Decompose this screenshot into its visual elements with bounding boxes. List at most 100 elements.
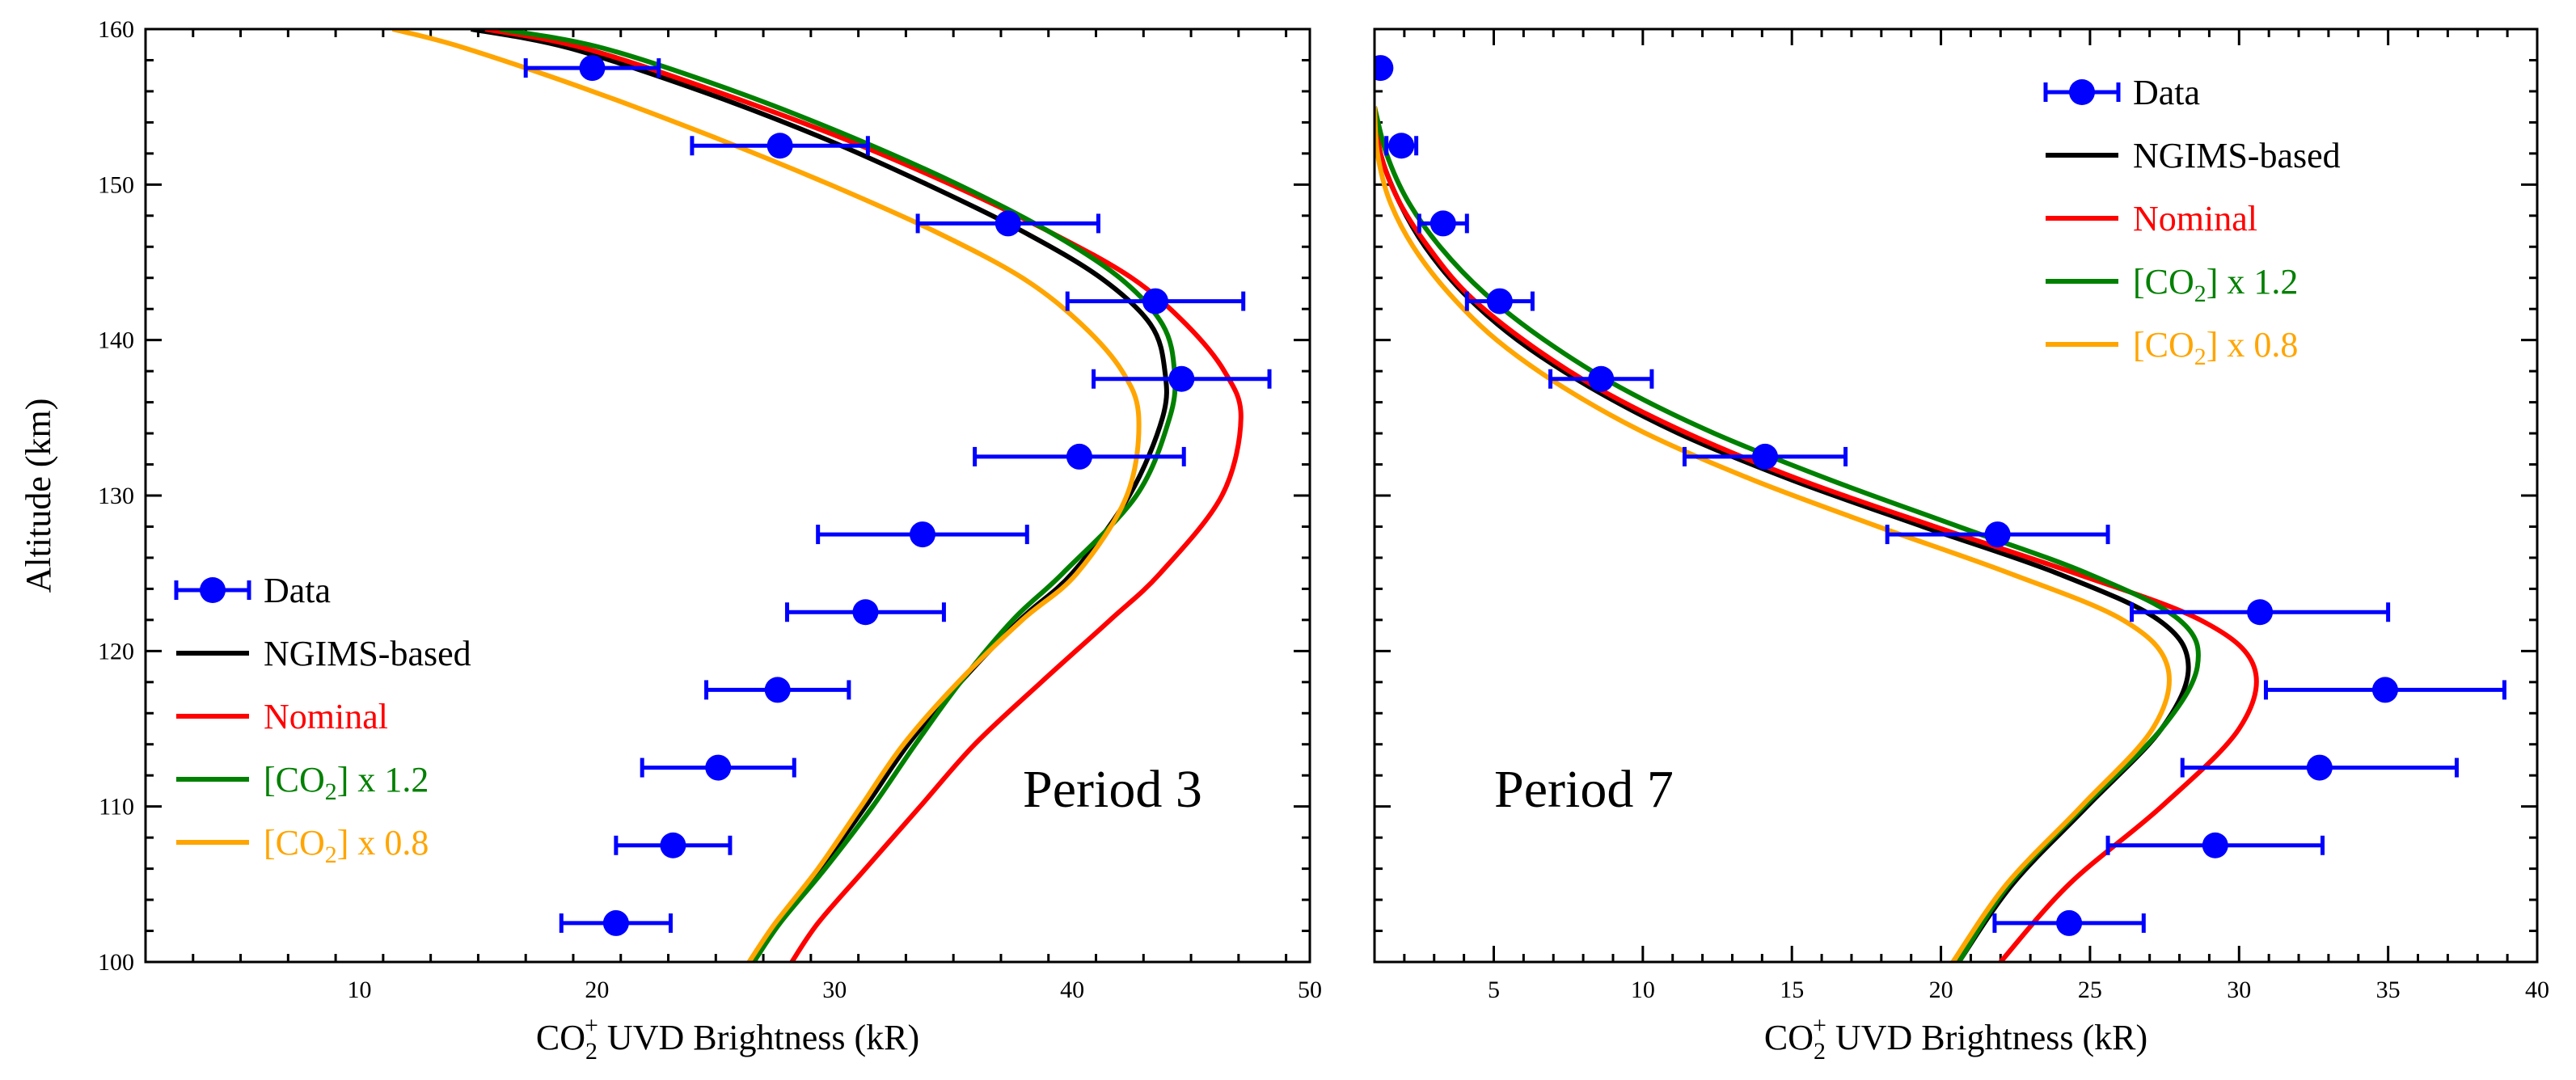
x-axis-title-main: CO xyxy=(536,1018,585,1057)
legend-label-nominal: Nominal xyxy=(2133,199,2257,238)
legend-label-co2-x-0-8: [CO2] x 0.8 xyxy=(2133,325,2298,370)
y-tick-label-100: 100 xyxy=(98,949,134,976)
plot-frame xyxy=(1373,27,2539,964)
y-tick-label-160: 160 xyxy=(98,16,134,43)
x-tick-label-15: 15 xyxy=(1780,977,1804,1003)
legend-label-sub: 2 xyxy=(325,842,337,868)
series-line-ngims-based xyxy=(471,29,1169,962)
data-point xyxy=(660,832,686,859)
series-line-co2-x-1-2 xyxy=(1375,106,2201,962)
legend-label-main: [CO xyxy=(264,760,325,799)
plot-frame xyxy=(144,27,1311,964)
legend-label-rest: ] x 1.2 xyxy=(2206,262,2299,302)
series-line-co2-x-0-8 xyxy=(1375,107,2172,962)
x-tick-label-40: 40 xyxy=(1060,977,1084,1003)
data-point xyxy=(764,677,791,703)
legend-label-ngims-based: NGIMS-based xyxy=(2133,136,2341,175)
legend-label-data: Data xyxy=(2133,73,2200,112)
x-tick-label-20: 20 xyxy=(585,977,609,1003)
x-axis-title-rest: UVD Brightness (kR) xyxy=(598,1018,919,1057)
x-axis-title: CO2+ UVD Brightness (kR) xyxy=(536,1012,919,1065)
x-tick-label-10: 10 xyxy=(347,977,371,1003)
legend-data-marker xyxy=(200,577,226,603)
data-point xyxy=(1429,210,1456,237)
data-point xyxy=(1168,365,1195,392)
x-axis-title: CO2+ UVD Brightness (kR) xyxy=(1764,1012,2147,1065)
x-tick-label-40: 40 xyxy=(2525,977,2549,1003)
legend-label-co2-x-0-8: [CO2] x 0.8 xyxy=(264,823,429,868)
legend-label-sub: 2 xyxy=(2194,344,2206,370)
data-point xyxy=(1588,365,1615,392)
x-tick-label-20: 20 xyxy=(1929,977,1953,1003)
data-point xyxy=(2306,754,2333,781)
legend-label-rest: ] x 0.8 xyxy=(337,823,429,863)
data-point xyxy=(1388,133,1415,159)
data-point xyxy=(995,210,1021,237)
y-tick-label-110: 110 xyxy=(99,794,134,821)
y-tick-label-130: 130 xyxy=(98,483,134,509)
legend-label-co2-x-1-2: [CO2] x 1.2 xyxy=(2133,262,2298,307)
legend-label-nominal: Nominal xyxy=(264,697,388,736)
plot-area xyxy=(1375,55,2506,962)
data-series xyxy=(1375,55,2506,936)
plot-area xyxy=(391,29,1272,962)
data-point xyxy=(1752,443,1779,470)
data-point xyxy=(1375,55,1394,82)
legend-label-co2-x-1-2: [CO2] x 1.2 xyxy=(264,760,429,805)
x-tick-label-10: 10 xyxy=(1631,977,1655,1003)
legend-label-main: [CO xyxy=(2133,262,2194,302)
x-axis-title-sub: 2 xyxy=(585,1038,598,1065)
x-tick-label-35: 35 xyxy=(2376,977,2401,1003)
data-point xyxy=(1486,288,1513,314)
data-point xyxy=(705,754,732,781)
legend-label-sub: 2 xyxy=(2194,281,2206,307)
x-tick-label-50: 50 xyxy=(1298,977,1322,1003)
ticks xyxy=(1373,27,2539,964)
x-tick-label-25: 25 xyxy=(2078,977,2102,1003)
y-tick-label-120: 120 xyxy=(98,638,134,664)
x-tick-label-30: 30 xyxy=(822,977,847,1003)
legend-label-ngims-based: NGIMS-based xyxy=(264,634,471,673)
x-axis-title-sub: 2 xyxy=(1814,1038,1826,1065)
x-axis-title-main: CO xyxy=(1764,1018,1814,1057)
y-axis-title: Altitude (km) xyxy=(19,399,58,593)
series-line-co2-x-1-2 xyxy=(499,29,1178,962)
x-tick-label-5: 5 xyxy=(1488,977,1500,1003)
legend-label-main: [CO xyxy=(2133,325,2194,365)
x-tick-label-30: 30 xyxy=(2227,977,2251,1003)
legend-label-rest: ] x 1.2 xyxy=(337,760,429,799)
x-axis-title-sup: + xyxy=(1813,1012,1826,1039)
legend-label-rest: ] x 0.8 xyxy=(2206,325,2299,365)
data-point xyxy=(766,133,793,159)
panel-label: Period 7 xyxy=(1494,760,1674,819)
data-point xyxy=(2247,599,2274,626)
data-point xyxy=(909,521,935,548)
data-point xyxy=(1142,288,1168,314)
data-series xyxy=(523,55,1272,936)
data-point xyxy=(2056,909,2083,936)
legend-label-sub: 2 xyxy=(325,778,337,805)
data-point xyxy=(1066,443,1092,470)
data-point xyxy=(852,599,879,626)
series-line-nominal xyxy=(484,29,1244,962)
legend-label-main: [CO xyxy=(264,823,325,863)
x-axis-title-sup: + xyxy=(585,1012,598,1039)
data-point xyxy=(2202,832,2228,859)
data-point xyxy=(579,55,606,82)
series-line-nominal xyxy=(1375,106,2259,962)
data-point xyxy=(1984,521,2011,548)
legend-label-data: Data xyxy=(264,571,331,610)
y-tick-label-150: 150 xyxy=(98,171,134,198)
ticks xyxy=(144,27,1310,964)
data-point xyxy=(602,909,629,936)
y-tick-label-140: 140 xyxy=(98,327,134,354)
x-axis-title-rest: UVD Brightness (kR) xyxy=(1826,1018,2147,1057)
series-line-co2-x-0-8 xyxy=(391,29,1142,962)
panel-label: Period 3 xyxy=(1023,760,1202,819)
legend-data-marker xyxy=(2069,79,2095,105)
data-point xyxy=(2371,677,2398,703)
